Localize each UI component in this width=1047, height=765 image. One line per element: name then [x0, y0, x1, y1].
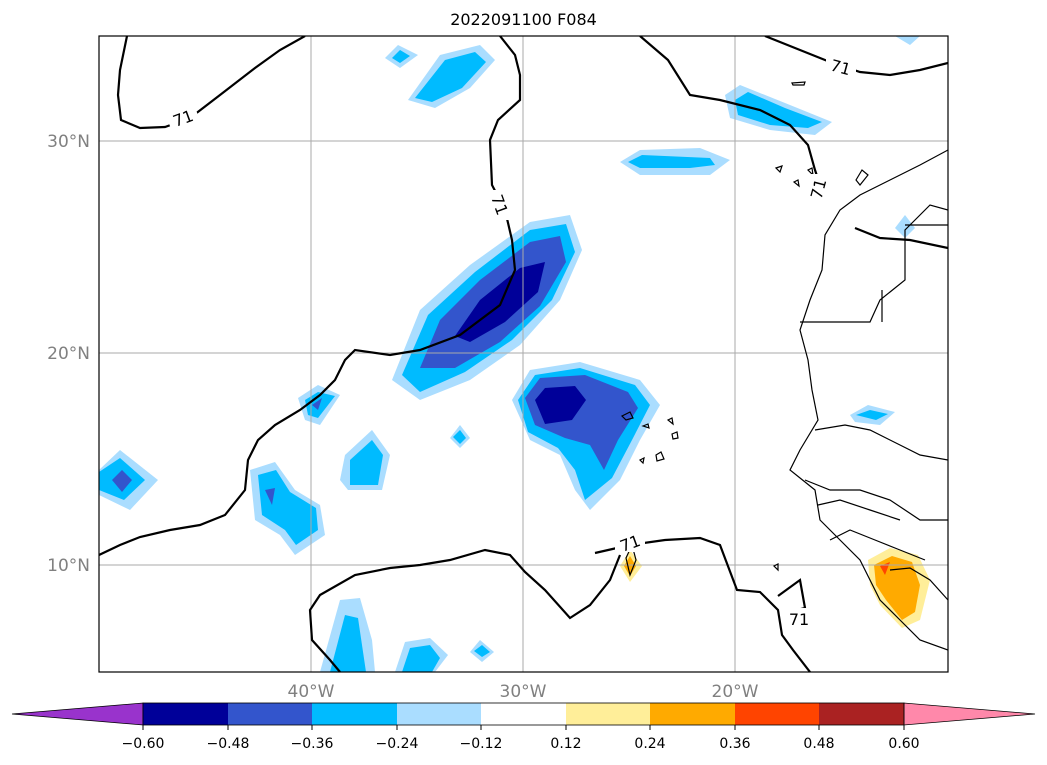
map-title: 2022091100 F084 [450, 10, 597, 29]
colorbar-tick-label: −0.60 [122, 736, 165, 752]
colorbar-extend-high [903, 702, 1036, 726]
svg-text:30°N: 30°N [47, 132, 90, 152]
svg-text:10°N: 10°N [47, 556, 90, 576]
colorbar-bin [566, 703, 650, 725]
colorbar-bin [650, 703, 735, 725]
colorbar-bin [143, 703, 228, 725]
svg-text:71: 71 [789, 610, 809, 629]
contour-71 [99, 36, 948, 672]
latitude-labels: 30°N 20°N 10°N [47, 132, 90, 576]
svg-text:20°W: 20°W [712, 682, 759, 702]
svg-text:30°W: 30°W [500, 682, 547, 702]
colorbar-tick-label: 0.48 [803, 736, 834, 752]
colorbar-tick-label: −0.36 [291, 736, 334, 752]
colorbar-tick-label: −0.24 [376, 736, 419, 752]
plot-frame [98, 35, 949, 673]
svg-text:40°W: 40°W [288, 682, 335, 702]
contour-labels: 71 71 71 71 71 71 [165, 56, 856, 629]
colorbar-tick-label: −0.12 [460, 736, 503, 752]
colorbar-tick-label: −0.48 [207, 736, 250, 752]
colorbar-bin [312, 703, 397, 725]
svg-text:71: 71 [807, 177, 831, 202]
svg-text:20°N: 20°N [47, 344, 90, 364]
colorbar-tick-label: 0.12 [550, 736, 581, 752]
colorbar-bin [397, 703, 481, 725]
colorbar-extend-low [11, 702, 144, 726]
colorbar-tick-label: 0.60 [888, 736, 919, 752]
colorbar-bin [819, 703, 904, 725]
svg-text:71: 71 [828, 56, 853, 80]
colorbar-bin [228, 703, 312, 725]
colorbar-tick-label: 0.36 [719, 736, 750, 752]
anomaly-fill-layer [99, 36, 930, 672]
colorbar: −0.60 −0.48 −0.36 −0.24 −0.12 0.12 0.24 … [11, 702, 1036, 752]
colorbar-bin [735, 703, 819, 725]
longitude-labels: 40°W 30°W 20°W [288, 682, 759, 702]
map-plot-area: 71 71 71 71 71 71 [99, 36, 948, 672]
colorbar-bin [481, 703, 566, 725]
coastlines [620, 81, 948, 651]
colorbar-tick-label: 0.24 [634, 736, 665, 752]
